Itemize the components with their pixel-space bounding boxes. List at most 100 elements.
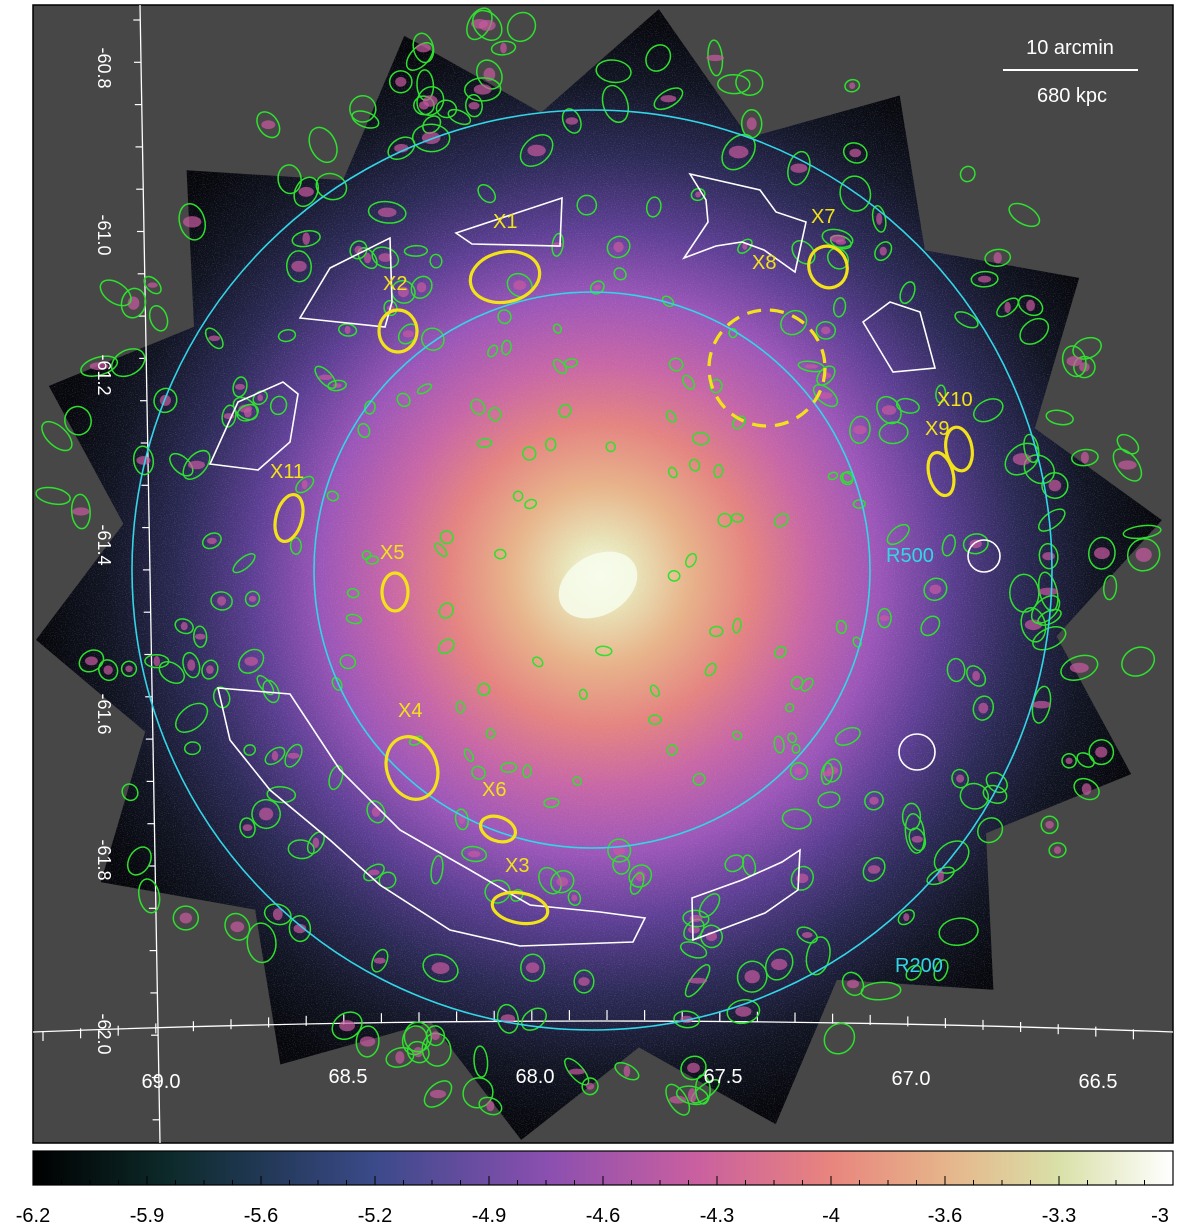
point-source-ellipse [576,194,598,216]
point-source-ellipse [877,607,892,629]
point-source-ellipse [905,964,922,981]
label-x2: X2 [383,273,407,295]
point-source-blob [613,241,624,253]
point-source-ellipse [99,279,132,307]
point-source-blob [371,806,381,818]
dec-label: -61.0 [94,214,114,255]
point-source-ellipse [780,309,808,336]
region-x8-circle [707,308,827,428]
point-source-ellipse [834,726,861,746]
point-source-blob [688,926,700,934]
point-source-ellipse [920,615,941,637]
point-source-ellipse [805,936,831,976]
point-source-blob [993,252,1002,264]
point-source-ellipse [371,948,389,973]
point-source-blob [1053,846,1062,854]
ra-label: 68.0 [516,1066,555,1088]
region-x1-ellipse [468,249,542,305]
region-x9-ellipse [926,450,956,498]
point-source-ellipse [243,744,257,756]
point-source-blob [378,253,393,262]
point-source-ellipse [817,791,841,809]
point-source-ellipse [412,32,435,64]
label-x10: X10 [937,389,973,411]
point-source-ellipse [732,617,742,634]
point-source-ellipse [839,175,872,212]
cluster-core [558,551,638,619]
point-source-ellipse [425,1025,446,1047]
point-source-blob [89,362,109,371]
point-source-ellipse [717,74,751,95]
point-source-blob [568,1068,585,1075]
point-source-ellipse [665,410,677,423]
point-source-ellipse [339,654,357,670]
point-source-ellipse [667,466,678,479]
colorbar-ticks [32,1176,1174,1185]
point-source-ellipse [1116,433,1140,455]
point-source-blob [804,364,818,369]
point-source-ellipse [401,1025,429,1056]
point-source-ellipse [581,1077,599,1096]
excluded-regions [208,172,1001,947]
point-source-ellipse [500,339,512,356]
point-source-ellipse [110,348,146,378]
point-source-blob [431,1031,440,1041]
point-source-ellipse [371,246,400,269]
dec-label: -61.6 [94,693,114,734]
point-source-ellipse [232,553,256,574]
point-source-ellipse [224,912,251,941]
point-source-ellipse [236,403,259,422]
point-source-blob [687,1088,697,1103]
point-source-ellipse [962,533,989,555]
point-source-ellipse [1122,524,1162,540]
point-source-blob [593,284,601,291]
point-source-ellipse [349,240,368,260]
point-source-blob [853,425,867,435]
point-source-ellipse [472,9,503,41]
point-source-ellipse [121,783,139,802]
point-source-blob [771,958,788,971]
point-source-ellipse [1009,573,1040,613]
point-source-blob [1048,479,1062,492]
point-source-ellipse [1004,442,1040,476]
point-source-ellipse [839,471,854,486]
point-source-blob [272,908,283,921]
label-x1: X1 [493,211,517,233]
point-source-ellipse [787,150,811,186]
point-source-ellipse [897,909,915,926]
point-source-ellipse [1061,345,1087,378]
point-source-ellipse [550,870,575,894]
point-source-ellipse [289,537,302,555]
point-source-ellipse [413,95,435,116]
point-source-ellipse [773,513,789,528]
point-source-blob [344,326,351,334]
point-source-blob [794,767,804,775]
point-source-blob [332,383,342,388]
point-source-ellipse [563,358,578,368]
point-source-blob [373,957,386,964]
point-source-ellipse [98,659,119,682]
dec-label: -60.8 [94,47,114,88]
point-source-ellipse [558,403,572,419]
point-source-blob [565,117,579,125]
point-source-ellipse [455,700,466,714]
point-source-ellipse [1037,571,1059,612]
point-source-blob [978,702,989,714]
point-source-ellipse [420,327,445,351]
dec-label: -61.8 [94,839,114,880]
point-source-ellipse [403,244,429,257]
dec-minor-ticks [133,19,160,1121]
point-source-blob [291,260,307,272]
point-source-ellipse [612,855,631,875]
point-source-ellipse [713,464,724,479]
point-source-blob [956,774,965,783]
point-source-blob [244,656,258,666]
point-source-ellipse [326,490,339,502]
point-source-ellipse [613,267,627,281]
point-source-blob [881,405,897,415]
point-source-blob [728,145,749,159]
point-source-ellipse [132,445,155,476]
point-source-blob [468,102,480,110]
point-source-ellipse [973,398,1004,423]
